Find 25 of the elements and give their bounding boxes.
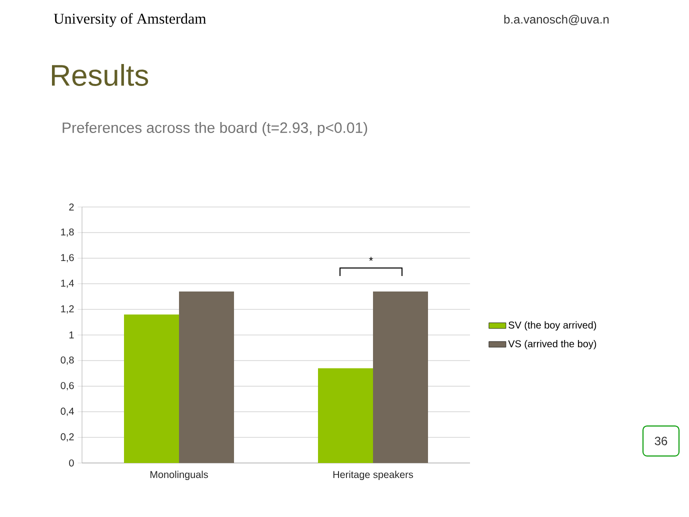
text: 36 xyxy=(654,436,668,446)
x-tick-label: Monolinguals xyxy=(150,470,208,480)
bar xyxy=(373,291,428,463)
y-tick-label: 1 xyxy=(69,332,74,338)
chart-subtitle: Preferences across the board (t=2.93, p<0.01) xyxy=(62,122,368,136)
legend-label: SV (the boy arrived) xyxy=(508,321,596,331)
y-tick-label: 0 xyxy=(69,459,74,467)
y-tick-label: 0,4 xyxy=(60,408,74,416)
y-tick-label: 1,6 xyxy=(61,254,74,262)
y-tick-label: 1,8 xyxy=(61,228,74,237)
text: University of Amsterdam xyxy=(54,13,206,27)
y-tick-label: 0,8 xyxy=(60,356,74,365)
bar xyxy=(124,314,180,463)
y-tick-label: 0,2 xyxy=(60,433,74,442)
chart-title: Results xyxy=(52,64,148,86)
y-tick-label: 2 xyxy=(69,204,74,210)
bar xyxy=(318,368,374,463)
bar xyxy=(179,291,234,463)
y-tick-label: 1,4 xyxy=(61,280,74,288)
legend-label: VS (arrived the boy) xyxy=(508,340,596,350)
y-tick-label: 1,2 xyxy=(61,305,74,314)
text: b.a.vanosch@uva.n xyxy=(504,14,609,26)
x-tick-label: Heritage speakers xyxy=(333,470,414,480)
annotation: * xyxy=(369,256,373,261)
y-tick-label: 0,6 xyxy=(60,382,74,390)
